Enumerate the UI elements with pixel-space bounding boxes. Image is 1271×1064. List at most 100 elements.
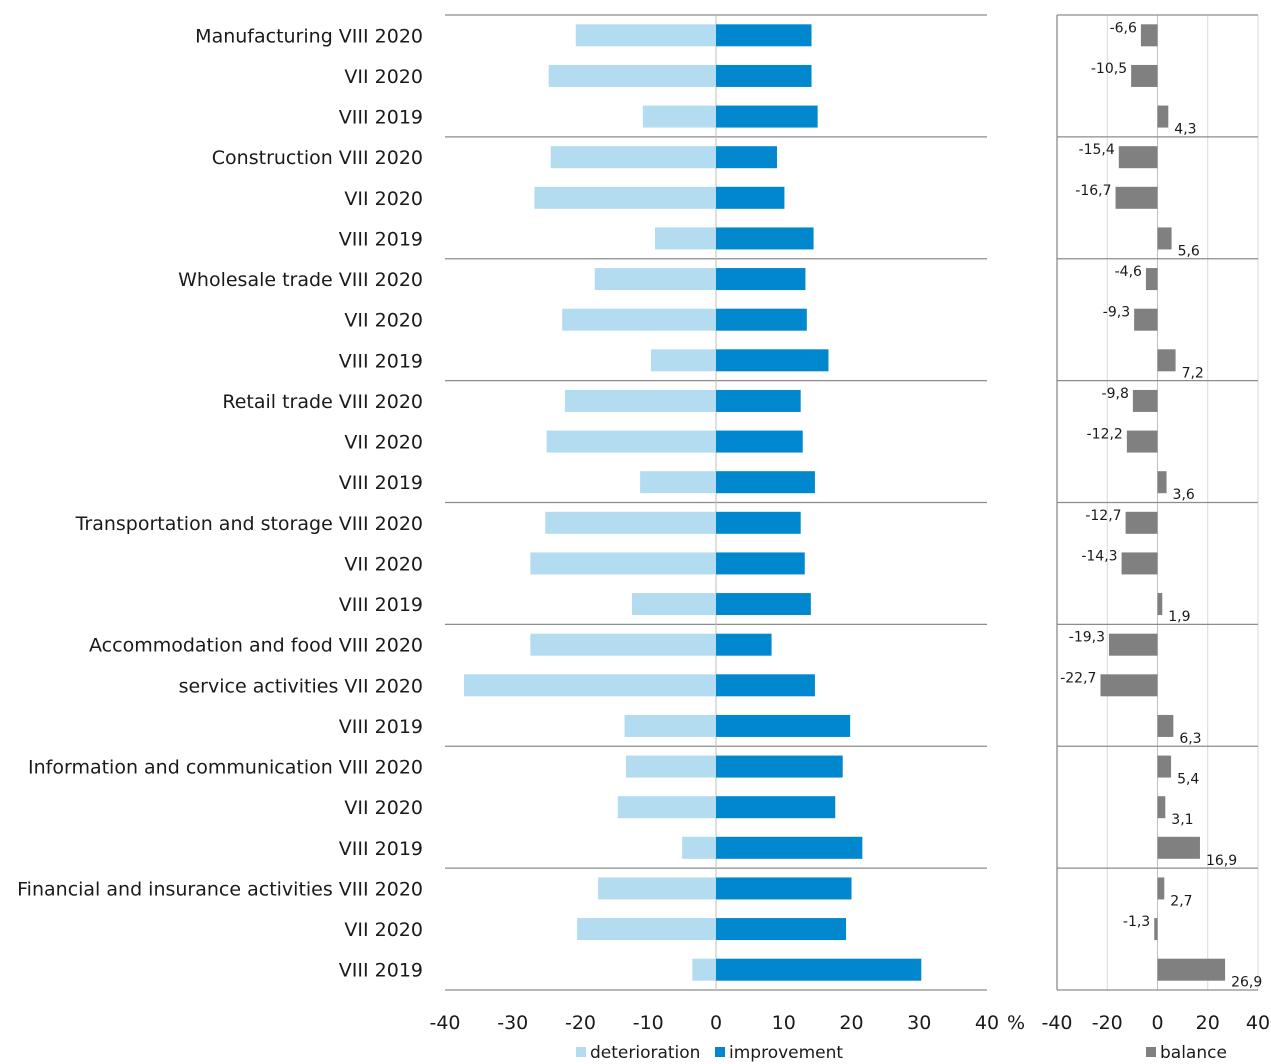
balance-data-label: 7,2	[1182, 365, 1204, 381]
deterioration-bar	[682, 836, 716, 859]
x-tick-label: 20	[839, 1012, 863, 1034]
balance-bar	[1145, 268, 1158, 291]
x-tick-label: -20	[1092, 1012, 1123, 1034]
improvement-bar	[716, 755, 843, 778]
balance-data-label: -9,3	[1103, 305, 1130, 321]
x-tick-label: 10	[772, 1012, 796, 1034]
improvement-bar	[716, 714, 851, 737]
deterioration-bar	[598, 877, 716, 900]
x-tick-label: 0	[710, 1012, 722, 1034]
deterioration-bar	[550, 146, 716, 169]
balance-data-label: -22,7	[1060, 670, 1096, 686]
legend-balance-swatch	[1146, 1047, 1156, 1057]
right-balance-panel: -6,6 -10,5 4,3 -15,4 -16,7 5,6 -4,6 -9,3 7,2 -9,8…	[1041, 14, 1270, 1034]
deterioration-bar	[594, 268, 716, 291]
deterioration-bar	[640, 471, 716, 494]
deterioration-bar	[548, 64, 716, 87]
balance-data-label: -9,8	[1102, 386, 1129, 402]
balance-bar	[1157, 105, 1169, 128]
improvement-bar	[716, 958, 922, 981]
category-label: VIII 2019	[339, 228, 423, 250]
improvement-bar	[716, 877, 852, 900]
balance-bar	[1134, 308, 1158, 331]
deterioration-bar	[692, 958, 716, 981]
category-label: service activities VII 2020	[179, 675, 423, 697]
deterioration-bar	[624, 714, 716, 737]
balance-data-label: -1,3	[1123, 914, 1150, 930]
balance-bar	[1131, 64, 1158, 87]
balance-data-label: 26,9	[1231, 975, 1262, 991]
balance-bar	[1115, 186, 1158, 209]
balance-data-label: 3,6	[1173, 487, 1195, 503]
category-label: VII 2020	[344, 797, 423, 819]
deterioration-bar	[575, 24, 716, 47]
legend: deterioration improvement balance	[576, 1043, 1227, 1063]
balance-bar	[1157, 755, 1172, 778]
deterioration-bar	[577, 918, 716, 941]
balance-bar	[1121, 552, 1158, 575]
legend-improvement-swatch	[715, 1047, 725, 1057]
x-tick-label: 40	[1246, 1012, 1270, 1034]
improvement-bar	[716, 105, 818, 128]
category-label: Transportation and storage VIII 2020	[75, 513, 423, 535]
balance-data-label: 4,3	[1174, 122, 1196, 138]
balance-bar	[1157, 836, 1200, 859]
balance-data-label: -4,6	[1115, 264, 1142, 280]
balance-data-label: -12,7	[1085, 508, 1121, 524]
improvement-bar	[716, 674, 815, 697]
balance-bar	[1125, 511, 1158, 534]
balance-data-label: 16,9	[1206, 853, 1237, 869]
category-label: VII 2020	[344, 66, 423, 88]
x-tick-label: -40	[429, 1012, 460, 1034]
category-label: VII 2020	[344, 919, 423, 941]
x-tick-label: -30	[497, 1012, 528, 1034]
x-tick-label: -20	[565, 1012, 596, 1034]
improvement-bar	[716, 552, 805, 575]
balance-bar	[1157, 593, 1163, 616]
legend-deterioration-label: deterioration	[590, 1043, 700, 1063]
category-label: Manufacturing VIII 2020	[195, 25, 423, 47]
x-tick-label: -40	[1041, 1012, 1072, 1034]
balance-bar	[1157, 714, 1174, 737]
improvement-bar	[716, 64, 812, 87]
balance-data-label: 5,4	[1177, 772, 1199, 788]
deterioration-bar	[655, 227, 716, 250]
balance-bar	[1154, 918, 1158, 941]
balance-bar	[1157, 471, 1167, 494]
improvement-bar	[716, 796, 836, 819]
balance-bar	[1157, 349, 1176, 372]
category-label: VII 2020	[344, 553, 423, 575]
balance-data-label: -15,4	[1079, 142, 1115, 158]
legend-deterioration-swatch	[576, 1047, 586, 1057]
improvement-bar	[716, 511, 801, 534]
improvement-bar	[716, 918, 847, 941]
improvement-bar	[716, 268, 806, 291]
improvement-bar	[716, 836, 863, 859]
balance-data-label: 5,6	[1178, 243, 1200, 259]
category-label: Wholesale trade VIII 2020	[178, 269, 423, 291]
improvement-bar	[716, 633, 772, 656]
balance-bar	[1126, 430, 1158, 453]
category-label: VIII 2019	[339, 594, 423, 616]
deterioration-bar	[631, 593, 716, 616]
balance-bar	[1157, 958, 1226, 981]
balance-data-label: -14,3	[1081, 548, 1117, 564]
improvement-bar	[716, 389, 801, 412]
category-label: Accommodation and food VIII 2020	[89, 635, 423, 657]
improvement-bar	[716, 186, 785, 209]
deterioration-bar	[546, 430, 716, 453]
balance-data-label: 1,9	[1168, 609, 1190, 625]
category-label: VIII 2019	[339, 472, 423, 494]
x-tick-label: 30	[907, 1012, 931, 1034]
deterioration-bar	[642, 105, 716, 128]
category-label: Construction VIII 2020	[212, 147, 423, 169]
improvement-bar	[716, 471, 815, 494]
category-label: VIII 2019	[339, 350, 423, 372]
deterioration-bar	[530, 552, 716, 575]
balance-bar	[1132, 389, 1158, 412]
deterioration-bar	[534, 186, 716, 209]
improvement-bar	[716, 593, 811, 616]
category-label: Information and communication VIII 2020	[28, 757, 423, 779]
balance-data-label: -19,3	[1069, 630, 1105, 646]
category-label: VII 2020	[344, 188, 423, 210]
